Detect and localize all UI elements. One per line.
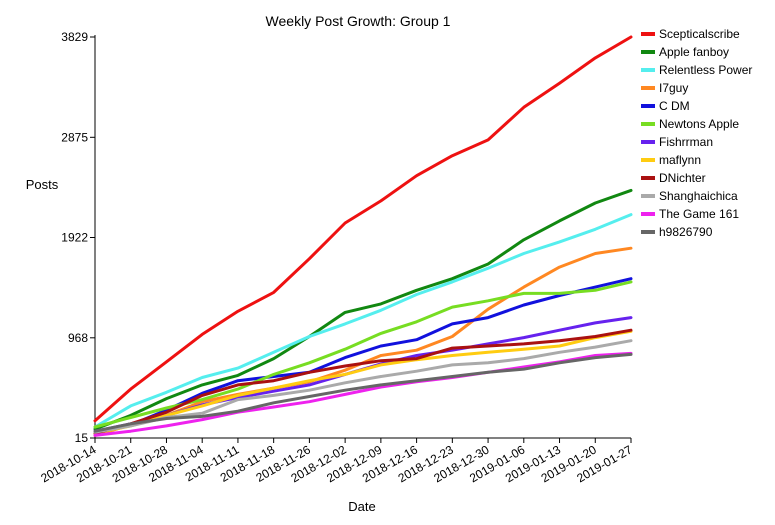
legend-label: Newtons Apple	[659, 117, 739, 131]
legend-label: Apple fanboy	[659, 45, 729, 59]
legend-label: h9826790	[659, 225, 713, 239]
y-tick-label: 1922	[61, 231, 88, 245]
legend-label: Scepticalscribe	[659, 27, 740, 41]
series-line	[93, 188, 633, 431]
legend-label: Relentless Power	[659, 63, 752, 77]
y-tick-label: 2875	[61, 130, 88, 144]
series-line	[93, 351, 633, 437]
y-tick-label: 3829	[61, 30, 88, 44]
legend-label: I7guy	[659, 81, 688, 95]
legend-label: DNichter	[659, 171, 706, 185]
y-tick-label: 968	[68, 331, 88, 345]
series-line	[93, 329, 633, 435]
series-line	[93, 35, 633, 423]
legend-label: maflynn	[659, 153, 701, 167]
legend-label: Shanghaichica	[659, 189, 738, 203]
y-tick-label: 15	[75, 431, 89, 445]
series-line	[93, 277, 633, 435]
series-line	[93, 339, 633, 434]
plot-area: 159681922287538292018-10-142018-10-21201…	[38, 30, 634, 485]
chart-title: Weekly Post Growth: Group 1	[266, 13, 451, 29]
legend-label: C DM	[659, 99, 690, 113]
legend-label: The Game 161	[659, 207, 739, 221]
series-line	[93, 328, 633, 435]
legend-label: Fishrrman	[659, 135, 713, 149]
series-line	[93, 213, 633, 429]
series-line	[93, 352, 633, 433]
legend: Scepticalscribe Apple fanboy Relentless Po…	[641, 27, 752, 239]
y-axis-label: Posts	[26, 177, 59, 192]
x-axis-label: Date	[348, 499, 375, 514]
